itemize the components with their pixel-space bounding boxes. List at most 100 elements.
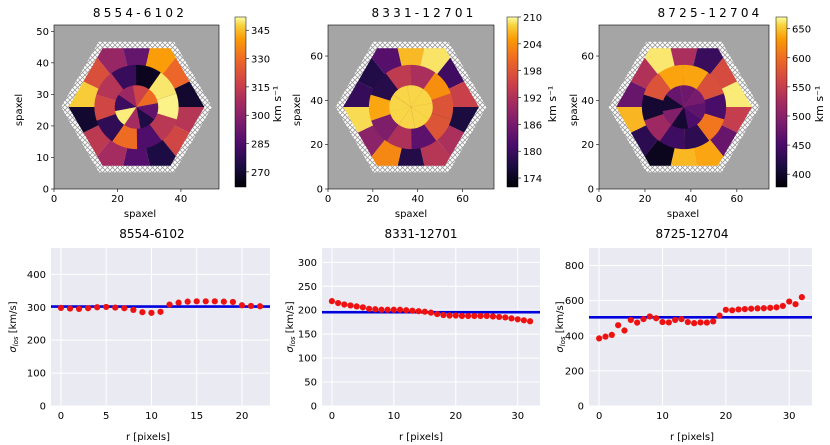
data-point	[341, 301, 348, 308]
data-point	[684, 318, 691, 326]
y-tick-label: 20	[36, 121, 49, 132]
map-title-2: 8331-12701	[371, 6, 476, 20]
data-point	[471, 312, 478, 320]
data-point	[247, 302, 255, 310]
x-tick-label: 0	[325, 194, 331, 205]
data-point	[421, 308, 428, 315]
colorbar-2: 174 180 186 192 198 204 210	[506, 13, 542, 188]
data-point	[760, 305, 767, 312]
y-tick-label: 50	[304, 378, 317, 389]
colorbar-tick-label: 550	[792, 83, 811, 94]
data-point	[256, 303, 264, 310]
map-bin	[132, 85, 149, 107]
map-panel-1: 8554-6102 0 20 40 0 10 20 30 40 50 spaxel spaxel…	[14, 6, 284, 220]
data-point	[526, 318, 534, 325]
colorbar-tick-label: 210	[523, 13, 542, 24]
map-bin	[391, 48, 431, 107]
map-bin	[136, 103, 159, 120]
data-point	[672, 316, 679, 324]
map-bin	[411, 89, 433, 107]
y-tick-label: 10	[36, 153, 49, 164]
data-point	[722, 306, 729, 313]
data-point	[716, 312, 723, 319]
sigma-xlabel-3: r [pixels]	[670, 432, 714, 443]
sigma-title-2: 8331-12701	[384, 227, 457, 241]
data-point	[175, 299, 182, 306]
x-tick-label: 15	[190, 411, 203, 422]
colorbar-label-2: km s⁻¹	[546, 86, 559, 123]
y-tick-label: 0	[40, 402, 46, 413]
colorbar-1: 270 285 300 315 330 345	[234, 16, 270, 188]
y-tick-label: 30	[36, 90, 49, 101]
data-point	[57, 304, 65, 312]
data-point	[157, 308, 164, 315]
map-plot-2: 0 20 40 60 0 20 40 60	[310, 24, 495, 205]
data-point	[627, 316, 634, 324]
colorbar-tick-label: 330	[251, 55, 270, 66]
data-point	[446, 312, 453, 319]
colorbar-tick-label: 600	[792, 54, 811, 65]
data-point	[403, 307, 410, 314]
colorbar-tick-label: 450	[792, 141, 811, 152]
data-point	[489, 313, 497, 320]
data-point	[409, 307, 416, 314]
map-bin	[662, 107, 684, 125]
map-bin	[411, 103, 433, 120]
x-tick-label: 0	[596, 411, 602, 422]
x-tick-label: 20	[719, 411, 732, 422]
data-point	[634, 319, 641, 326]
data-point	[754, 305, 761, 312]
data-point	[238, 302, 246, 309]
data-point	[427, 309, 435, 316]
data-point	[103, 303, 110, 311]
colorbar-label-3: km s⁻¹	[813, 86, 826, 123]
colorbar-tick-label: 500	[792, 112, 811, 123]
x-tick-label: 20	[639, 194, 652, 205]
data-point	[365, 305, 373, 312]
map-bin	[389, 94, 411, 111]
sigma-xlabel-1: r [pixels]	[126, 432, 170, 443]
x-tick-label: 10	[145, 411, 158, 422]
map-bin	[393, 85, 411, 107]
map-ylabel-3: spaxel	[569, 94, 580, 126]
data-point	[767, 304, 774, 311]
sigma-ylabel-1: σlos [km/s]	[8, 301, 20, 352]
map-bin	[684, 107, 702, 129]
x-tick-label: 5	[103, 411, 109, 422]
x-tick-label: 20	[449, 411, 462, 422]
map-bin	[662, 94, 684, 111]
x-tick-label: 40	[685, 194, 698, 205]
data-point	[452, 312, 459, 319]
y-tick-label: 200	[298, 306, 317, 317]
data-point	[139, 309, 146, 316]
data-point	[353, 303, 360, 310]
data-point	[502, 314, 509, 321]
y-tick-label: 250	[298, 282, 317, 293]
map-title-3: 8725-12704	[657, 6, 762, 20]
colorbar-3: 400 450 500 550 600 650	[775, 16, 811, 188]
sigma-title-1: 8554-6102	[119, 227, 184, 241]
x-tick-label: 60	[730, 194, 743, 205]
data-point	[184, 298, 191, 305]
colorbar-label-1: km s⁻¹	[271, 86, 284, 123]
y-tick-label: 100	[298, 354, 317, 365]
map-bin	[116, 48, 157, 107]
map-bin	[389, 107, 411, 125]
map-plot-1: 0 20 40 0 10 20 30 40 50	[36, 24, 220, 205]
x-tick-label: 20	[366, 194, 379, 205]
data-point	[112, 304, 119, 311]
map-xlabel-1: spaxel	[124, 209, 156, 220]
data-point	[440, 311, 447, 319]
y-tick-label: 800	[565, 261, 584, 272]
data-point	[792, 301, 799, 308]
y-tick-label: 400	[565, 331, 584, 342]
colorbar-tick-label: 270	[251, 168, 270, 179]
data-point	[378, 306, 385, 313]
sigma-ylabel-2: σlos [km/s]	[285, 301, 297, 352]
y-tick-label: 300	[27, 303, 46, 314]
data-point	[786, 298, 793, 305]
data-point	[335, 299, 342, 307]
map-bin	[114, 94, 137, 111]
